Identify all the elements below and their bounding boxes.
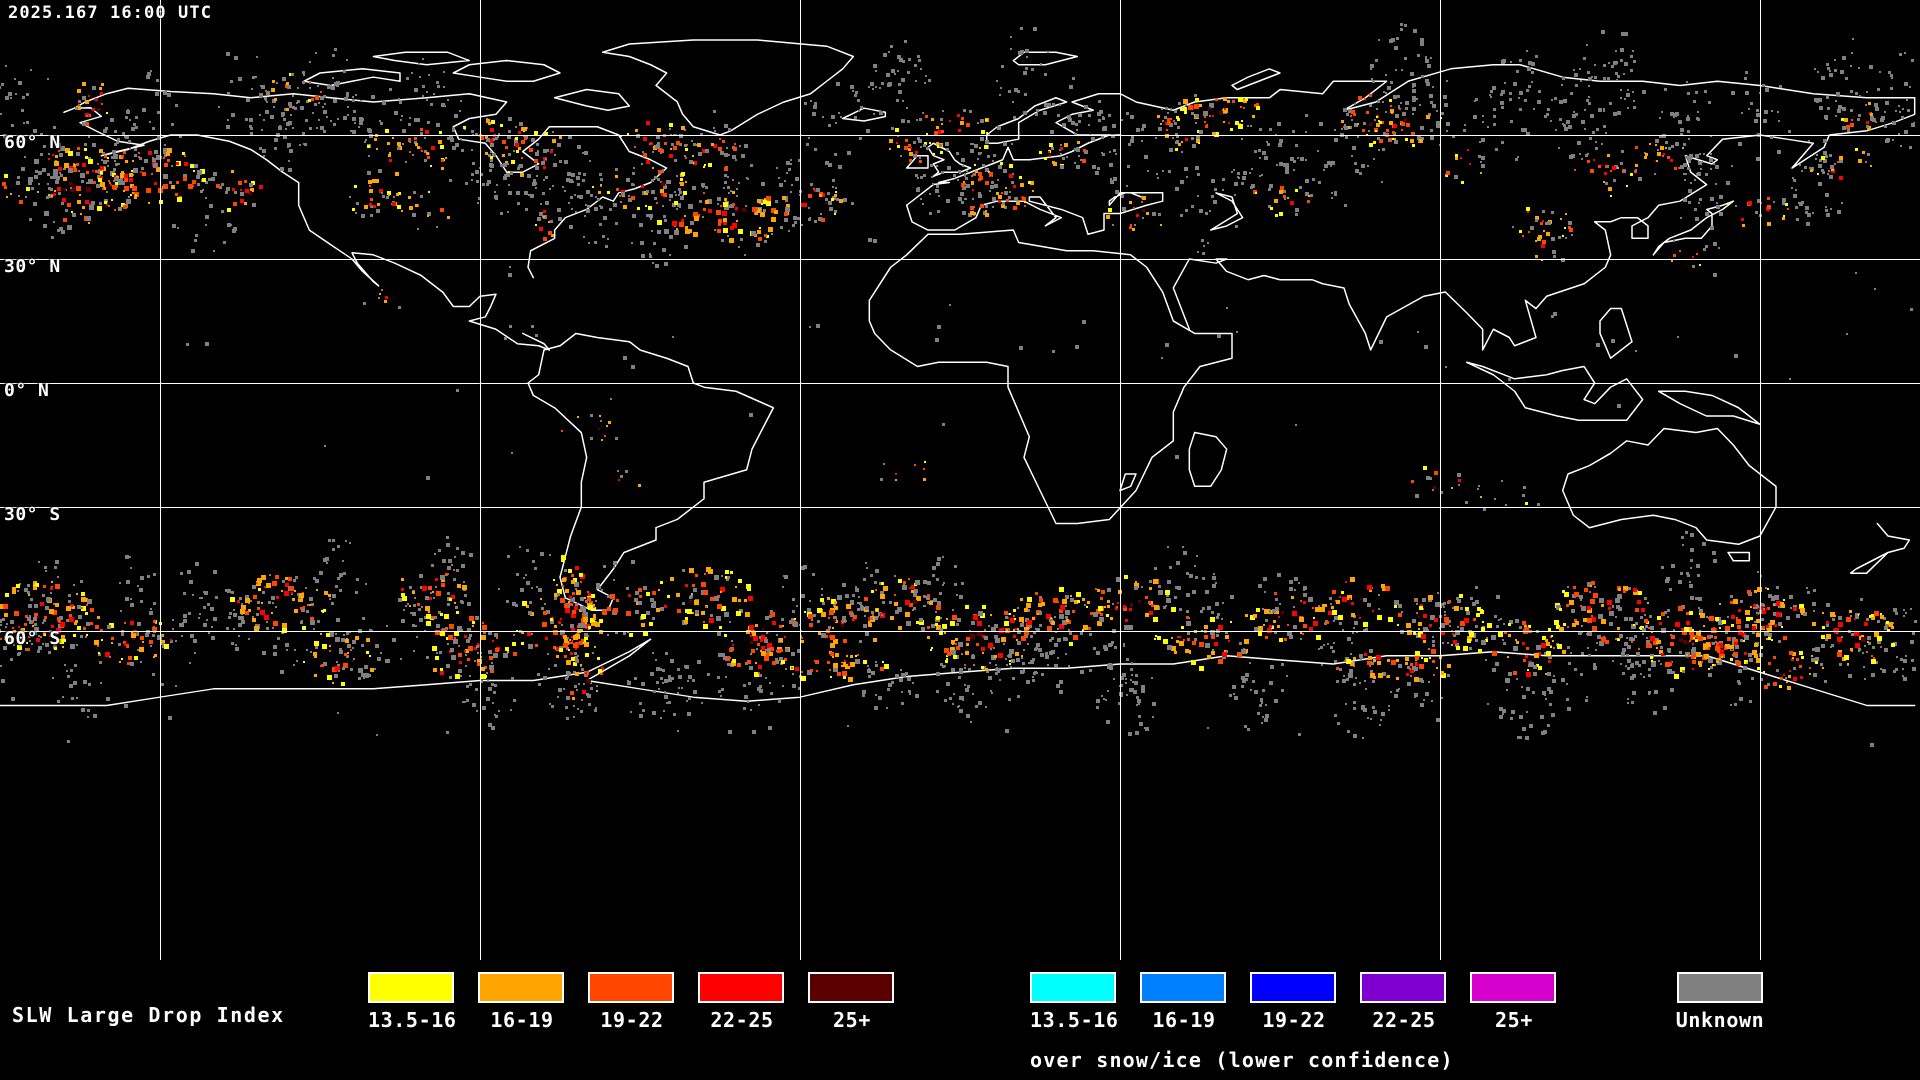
legend-panel: SLW Large Drop Index 13.5-16 16-19 19-22 22… bbox=[0, 960, 1920, 1080]
legend-primary-label-4: 25+ bbox=[833, 1008, 871, 1032]
legend-snowice-swatch-0 bbox=[1030, 972, 1116, 1003]
legend-primary-label-2: 19-22 bbox=[600, 1008, 664, 1032]
latitude-label-0n: 0° N bbox=[4, 380, 50, 401]
latitude-label-30n: 30° N bbox=[4, 256, 61, 277]
legend-snowice-item-1: 16-19 bbox=[1140, 972, 1228, 1032]
legend-primary-swatch-3 bbox=[698, 972, 784, 1003]
legend-primary-item-3: 22-25 bbox=[698, 972, 786, 1032]
snow-ice-note: over snow/ice (lower confidence) bbox=[1030, 1048, 1454, 1072]
legend-primary-swatch-4 bbox=[808, 972, 894, 1003]
satellite-data-canvas[interactable] bbox=[0, 0, 1920, 960]
legend-primary-label-1: 16-19 bbox=[490, 1008, 554, 1032]
legend-snowice-item-3: 22-25 bbox=[1360, 972, 1448, 1032]
legend-snowice-swatch-4 bbox=[1470, 972, 1556, 1003]
latitude-label-30s: 30° S bbox=[4, 504, 61, 525]
legend-primary-label-3: 22-25 bbox=[710, 1008, 774, 1032]
legend-snowice-label-3: 22-25 bbox=[1372, 1008, 1436, 1032]
legend-primary-item-0: 13.5-16 bbox=[368, 972, 456, 1032]
legend-primary-item-1: 16-19 bbox=[478, 972, 566, 1032]
legend-primary-item-2: 19-22 bbox=[588, 972, 676, 1032]
legend-swatch-unknown bbox=[1677, 972, 1763, 1003]
legend-snowice-label-2: 19-22 bbox=[1262, 1008, 1326, 1032]
legend-snowice-swatch-2 bbox=[1250, 972, 1336, 1003]
legend-title: SLW Large Drop Index bbox=[12, 1003, 285, 1027]
timestamp-label: 2025.167 16:00 UTC bbox=[8, 3, 213, 23]
legend-snowice-label-4: 25+ bbox=[1495, 1008, 1533, 1032]
legend-snowice-label-0: 13.5-16 bbox=[1030, 1008, 1119, 1032]
legend-primary-swatch-2 bbox=[588, 972, 674, 1003]
legend-snowice-item-2: 19-22 bbox=[1250, 972, 1338, 1032]
legend-primary-swatch-1 bbox=[478, 972, 564, 1003]
latitude-label-60s: 60° S bbox=[4, 628, 61, 649]
legend-snowice-label-1: 16-19 bbox=[1152, 1008, 1216, 1032]
legend-snowice-item-4: 25+ bbox=[1470, 972, 1558, 1032]
legend-primary-swatch-0 bbox=[368, 972, 454, 1003]
legend-snowice-swatch-1 bbox=[1140, 972, 1226, 1003]
legend-snowice-swatch-3 bbox=[1360, 972, 1446, 1003]
legend-primary-item-4: 25+ bbox=[808, 972, 896, 1032]
legend-item-unknown: Unknown bbox=[1665, 972, 1775, 1032]
latitude-label-60n: 60° N bbox=[4, 132, 61, 153]
legend-snowice-item-0: 13.5-16 bbox=[1030, 972, 1118, 1032]
global-map-panel[interactable]: 2025.167 16:00 UTC 60° N 30° N 0° N 30° … bbox=[0, 0, 1920, 960]
legend-label-unknown: Unknown bbox=[1675, 1008, 1765, 1032]
legend-primary-label-0: 13.5-16 bbox=[368, 1008, 457, 1032]
